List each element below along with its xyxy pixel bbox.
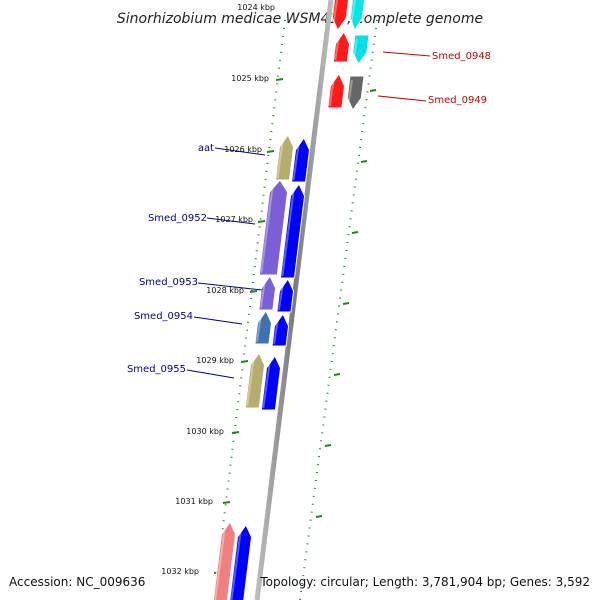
gene-red-0948-highlight bbox=[334, 35, 340, 61]
gene-0954-steel[interactable] bbox=[254, 310, 273, 345]
label-smed-0948[interactable]: Smed_0948 bbox=[432, 51, 491, 62]
genome-backbone bbox=[254, 0, 334, 600]
topology-text: Topology: circular; Length: 3,781,904 bp… bbox=[259, 575, 590, 589]
gene-cyan-top[interactable] bbox=[349, 0, 366, 32]
gene-red-top[interactable] bbox=[331, 0, 350, 31]
gene-0954-blue-highlight bbox=[273, 317, 279, 345]
scale-label-1030: 1030 kbp bbox=[186, 427, 224, 436]
gene-0955-olive-highlight bbox=[246, 356, 255, 407]
gene-gray-0949[interactable] bbox=[346, 75, 365, 111]
gene-0955-blue-highlight bbox=[262, 359, 271, 409]
scale-label-1029: 1029 kbp bbox=[196, 356, 234, 365]
gene-0952-purple-highlight bbox=[260, 183, 274, 274]
scale-label-1027: 1027 kbp bbox=[215, 215, 253, 224]
gene-0953-blue-highlight bbox=[277, 282, 284, 311]
gene-0953-purple[interactable] bbox=[258, 275, 277, 311]
genes-layer bbox=[212, 0, 370, 600]
gene-aat-blue-highlight bbox=[292, 141, 300, 181]
label-smed-0954[interactable]: Smed_0954 bbox=[134, 311, 193, 322]
gene-red-0949-highlight bbox=[328, 77, 335, 107]
accession-text: Accession: NC_009636 bbox=[9, 575, 145, 589]
gene-0952-blue[interactable] bbox=[279, 183, 306, 279]
scale-label-1026: 1026 kbp bbox=[224, 145, 262, 154]
gene-red-top-highlight bbox=[331, 0, 338, 29]
gene-0953-purple-highlight bbox=[259, 279, 266, 309]
gene-cyan-0948-highlight bbox=[352, 38, 358, 63]
left-ruler-dots bbox=[213, 19, 286, 600]
gene-aat-olive-highlight bbox=[276, 138, 284, 179]
gene-red-0949[interactable] bbox=[327, 73, 346, 109]
scale-label-1025: 1025 kbp bbox=[231, 74, 269, 83]
scale-labels: 1024 kbp 1025 kbp 1026 kbp 1027 kbp 1028… bbox=[161, 3, 275, 576]
gene-bottom-blue[interactable] bbox=[229, 524, 253, 600]
gene-0953-blue[interactable] bbox=[276, 278, 295, 313]
label-smed-0955[interactable]: Smed_0955 bbox=[127, 364, 186, 375]
gene-cyan-0948[interactable] bbox=[352, 34, 370, 65]
label-leaders bbox=[186, 51, 431, 379]
gene-0955-olive[interactable] bbox=[244, 352, 266, 409]
label-aat[interactable]: aat bbox=[198, 143, 214, 154]
gene-red-0948[interactable] bbox=[332, 31, 351, 63]
gene-bottom-salmon[interactable] bbox=[212, 521, 237, 600]
ruler-tick-marks bbox=[213, 78, 377, 574]
scale-label-1032: 1032 kbp bbox=[161, 567, 199, 576]
gene-0954-blue[interactable] bbox=[271, 313, 290, 347]
scale-label-1031: 1031 kbp bbox=[175, 497, 213, 506]
gene-aat-blue[interactable] bbox=[291, 137, 311, 183]
gene-bottom-salmon-highlight bbox=[214, 525, 226, 600]
scale-label-1028: 1028 kbp bbox=[206, 286, 244, 295]
label-smed-0953[interactable]: Smed_0953 bbox=[139, 277, 198, 288]
gene-0954-steel-highlight bbox=[255, 314, 262, 343]
label-smed-0949[interactable]: Smed_0949 bbox=[428, 95, 487, 106]
genome-title: Sinorhizobium medicae WSM419, complete g… bbox=[117, 11, 483, 27]
gene-gray-0949-highlight bbox=[346, 79, 353, 109]
gene-bottom-blue-highlight bbox=[230, 528, 242, 600]
label-smed-0952[interactable]: Smed_0952 bbox=[148, 213, 207, 224]
scale-label-1024: 1024 kbp bbox=[237, 3, 275, 12]
gene-aat-olive[interactable] bbox=[274, 134, 295, 181]
gene-0952-purple[interactable] bbox=[258, 179, 289, 276]
gene-0952-blue-highlight bbox=[281, 187, 295, 277]
gene-cyan-top-highlight bbox=[349, 0, 356, 29]
gene-0955-blue[interactable] bbox=[260, 355, 282, 411]
